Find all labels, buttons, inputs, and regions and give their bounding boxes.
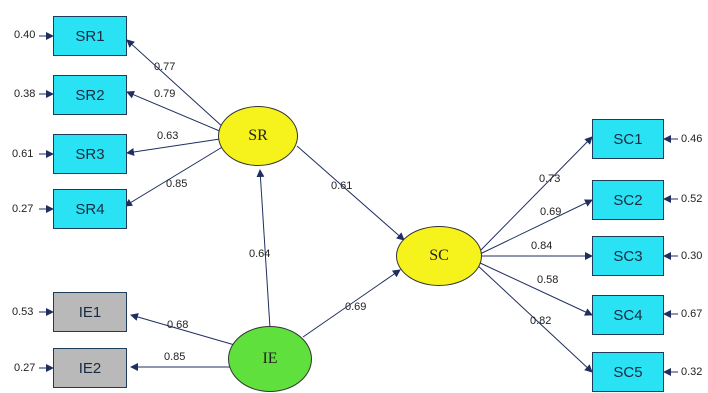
loading-ie2: 0.85 (164, 351, 186, 363)
error-sr4: 0.27 (12, 203, 34, 215)
latent-ie-label: IE (262, 350, 278, 367)
latent-sr: SR (218, 106, 298, 166)
indicator-sc5-label: SC5 (613, 363, 643, 381)
latent-sr-label: SR (248, 127, 268, 144)
indicator-sc4-label: SC4 (613, 306, 643, 324)
latent-sc: SC (396, 226, 482, 286)
indicator-sr4: SR4 (53, 189, 127, 229)
latent-sc-label: SC (429, 247, 449, 264)
indicator-sc4: SC4 (592, 295, 664, 335)
indicator-sc2: SC2 (592, 180, 664, 220)
arrow-sc-sc4 (477, 261, 593, 316)
indicator-sr2-label: SR2 (75, 86, 105, 104)
indicator-sc3-label: SC3 (613, 247, 643, 265)
indicator-ie1-label: IE1 (78, 303, 102, 321)
indicator-ie2: IE2 (53, 348, 127, 388)
path-sr-sc-label: 0.61 (331, 180, 353, 192)
indicator-sr1-label: SR1 (75, 27, 105, 45)
arrow-sr-sr2 (126, 91, 223, 133)
arrow-sr-sc (296, 145, 405, 241)
indicator-ie2-label: IE2 (78, 359, 102, 377)
indicator-sc2-label: SC2 (613, 191, 643, 209)
latent-ie: IE (228, 326, 312, 392)
indicator-sr3: SR3 (53, 134, 127, 174)
indicator-sr1: SR1 (53, 16, 127, 56)
arrow-sr-sr1 (126, 39, 225, 129)
indicator-sc5: SC5 (592, 352, 664, 392)
error-sr1: 0.40 (14, 29, 36, 41)
loading-sc5: 0.82 (530, 315, 552, 327)
error-sr3: 0.61 (12, 148, 34, 160)
loading-sr3: 0.63 (157, 130, 179, 142)
path-ie-sr-label: 0.64 (249, 248, 271, 260)
error-sr2: 0.38 (14, 88, 36, 100)
indicator-sc3: SC3 (592, 236, 664, 276)
indicator-sc1: SC1 (592, 119, 664, 159)
indicator-sr2: SR2 (53, 75, 127, 115)
arrow-ie-ie1 (130, 313, 246, 349)
indicator-sc1-label: SC1 (613, 130, 643, 148)
loading-sr2: 0.79 (154, 88, 176, 100)
error-sc1: 0.46 (681, 133, 703, 145)
error-sc5: 0.32 (681, 366, 703, 378)
error-ie1: 0.53 (12, 306, 34, 318)
loading-ie1: 0.68 (167, 319, 189, 331)
arrow-sc-sc1 (477, 136, 593, 254)
loading-sc3: 0.84 (531, 240, 553, 252)
path-ie-sc-label: 0.69 (345, 301, 367, 313)
arrow-ie-sc (302, 269, 401, 338)
loading-sr4: 0.85 (166, 178, 188, 190)
error-sc2: 0.52 (681, 193, 703, 205)
indicator-sr3-label: SR3 (75, 145, 105, 163)
loading-sc2: 0.69 (540, 206, 562, 218)
arrow-sc-sc2 (479, 199, 593, 255)
indicator-ie1: IE1 (53, 292, 127, 332)
arrow-sr-sr4 (124, 145, 225, 207)
arrow-sc-sc5 (475, 263, 593, 373)
arrow-ie-sr (256, 169, 271, 329)
error-ie2: 0.27 (14, 362, 36, 374)
indicator-sr4-label: SR4 (75, 200, 105, 218)
error-sc4: 0.67 (681, 308, 703, 320)
error-sc3: 0.30 (681, 250, 703, 262)
arrow-sr-sr3 (126, 138, 221, 156)
loading-sc4: 0.58 (537, 274, 559, 286)
loading-sc1: 0.73 (539, 173, 561, 185)
loading-sr1: 0.77 (154, 61, 176, 73)
